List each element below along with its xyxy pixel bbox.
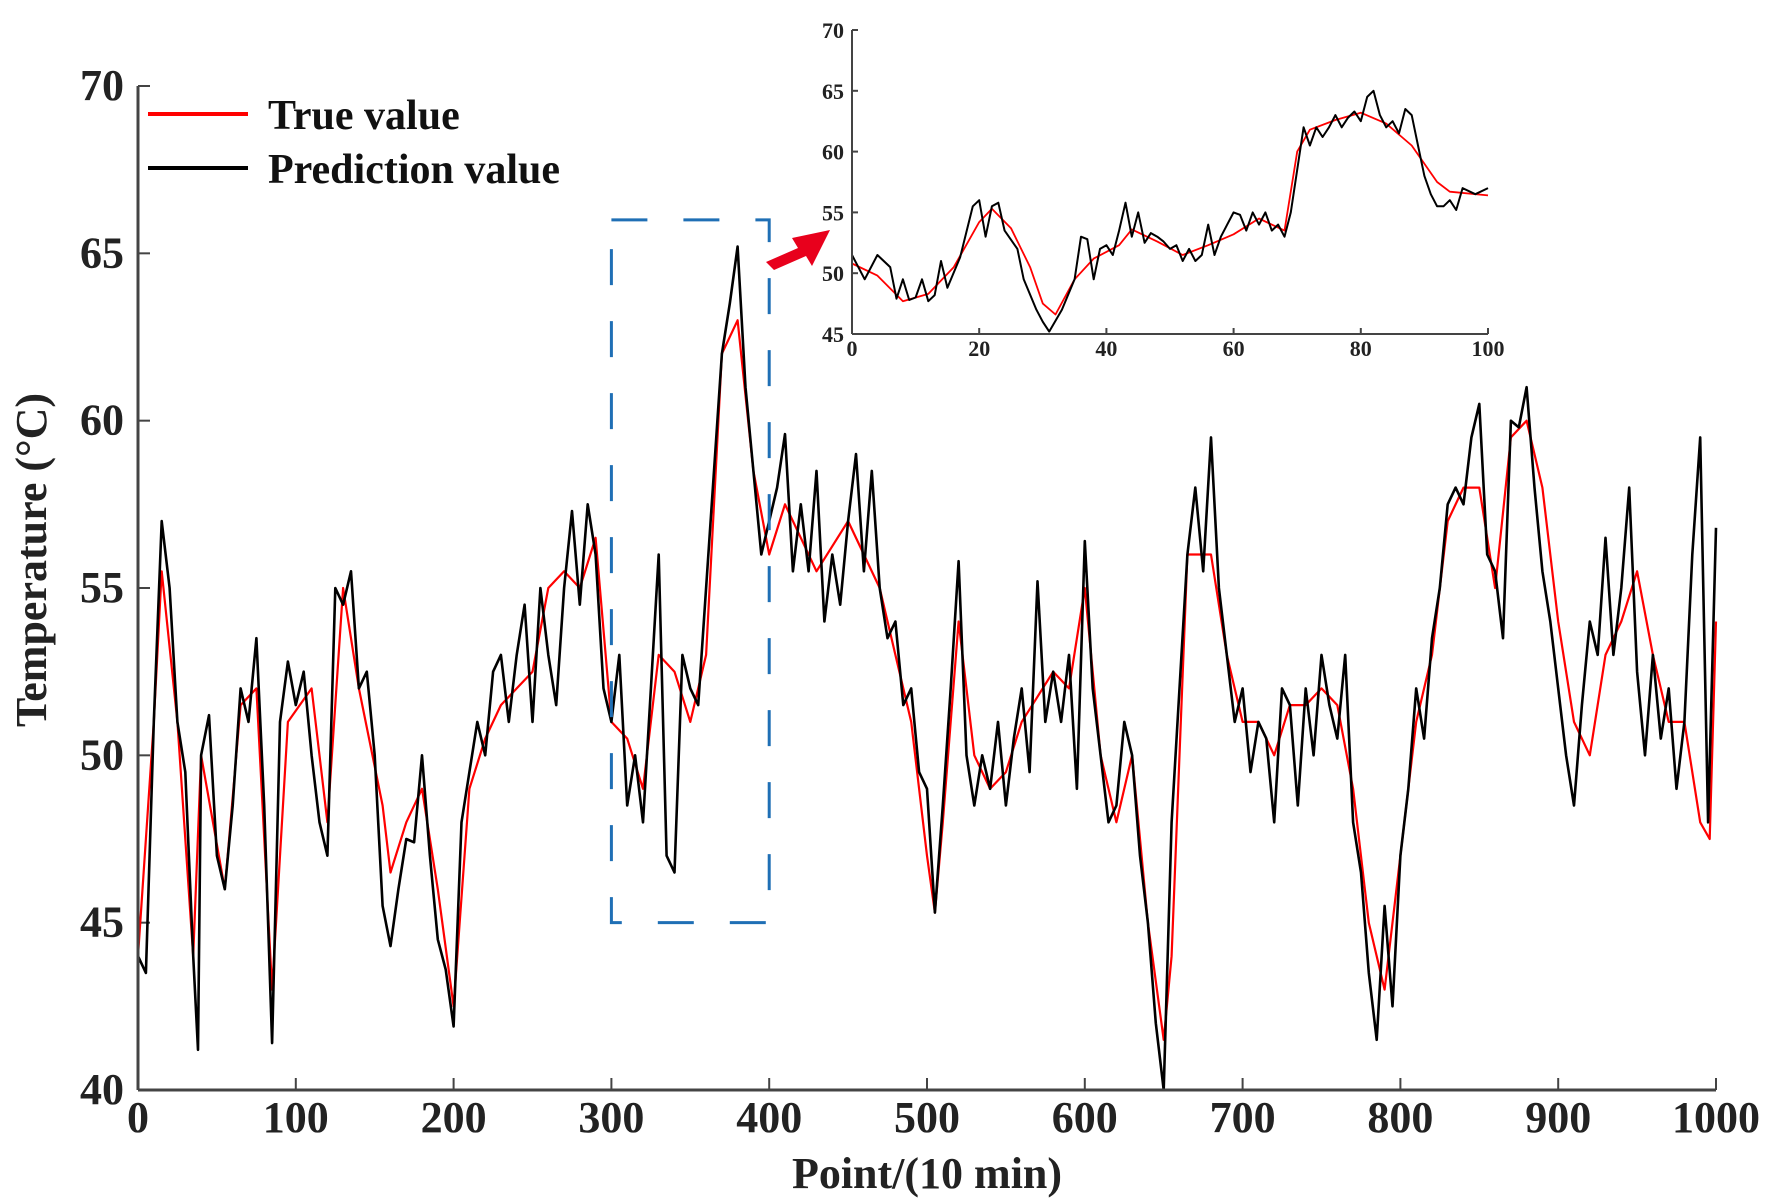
main-x-tick-label: 1000 xyxy=(1672,1093,1760,1142)
main-x-tick-label: 900 xyxy=(1525,1093,1591,1142)
inset-prediction-series-line xyxy=(851,89,1489,333)
inset-x-tick-label: 20 xyxy=(968,336,990,361)
main-prediction-series-line xyxy=(136,245,1718,1092)
main-y-tick-label: 65 xyxy=(80,228,124,277)
main-x-tick-label: 0 xyxy=(127,1093,149,1142)
inset-x-ticks: 0 20 40 60 80 100 xyxy=(847,328,1505,361)
main-y-tick-label: 70 xyxy=(80,61,124,110)
main-x-ticks: 0 100 200 300 400 500 600 700 800 900 1000 xyxy=(127,1078,1760,1142)
callout-arrow-icon xyxy=(766,230,830,270)
inset-plot: 45 50 55 60 65 70 0 20 40 60 80 100 xyxy=(822,18,1505,361)
main-x-tick-label: 800 xyxy=(1367,1093,1433,1142)
main-x-tick-label: 600 xyxy=(1052,1093,1118,1142)
legend-true-label: True value xyxy=(268,93,460,139)
main-y-ticks: 40 45 50 55 60 65 70 xyxy=(80,61,150,1114)
inset-x-tick-label: 60 xyxy=(1223,336,1245,361)
inset-y-tick-label: 65 xyxy=(822,79,844,104)
inset-x-tick-label: 80 xyxy=(1350,336,1372,361)
inset-true-series-line xyxy=(851,111,1489,316)
x-axis-label: Point/(10 min) xyxy=(792,1149,1062,1198)
main-x-tick-label: 100 xyxy=(263,1093,329,1142)
main-y-tick-label: 55 xyxy=(80,563,124,612)
inset-series xyxy=(851,89,1489,333)
main-x-tick-label: 400 xyxy=(736,1093,802,1142)
inset-x-tick-label: 40 xyxy=(1095,336,1117,361)
main-y-tick-label: 40 xyxy=(80,1065,124,1114)
main-y-tick-label: 45 xyxy=(80,898,124,947)
inset-y-tick-label: 60 xyxy=(822,140,844,165)
y-axis-label: Temperature (°C) xyxy=(7,393,56,727)
inset-y-tick-label: 45 xyxy=(822,322,844,347)
inset-x-tick-label: 0 xyxy=(847,336,858,361)
legend: True value Prediction value xyxy=(148,93,560,193)
main-x-tick-label: 500 xyxy=(894,1093,960,1142)
inset-y-tick-label: 50 xyxy=(822,261,844,286)
main-x-tick-label: 200 xyxy=(421,1093,487,1142)
main-y-tick-label: 50 xyxy=(80,730,124,779)
legend-pred-label: Prediction value xyxy=(268,147,560,193)
inset-y-ticks: 45 50 55 60 65 70 xyxy=(822,18,858,347)
inset-y-tick-label: 70 xyxy=(822,18,844,43)
main-x-tick-label: 300 xyxy=(578,1093,644,1142)
main-series xyxy=(136,245,1718,1092)
inset-x-tick-label: 100 xyxy=(1472,336,1505,361)
main-y-tick-label: 60 xyxy=(80,396,124,445)
main-x-tick-label: 700 xyxy=(1210,1093,1276,1142)
inset-y-tick-label: 55 xyxy=(822,200,844,225)
highlight-box xyxy=(609,218,771,925)
